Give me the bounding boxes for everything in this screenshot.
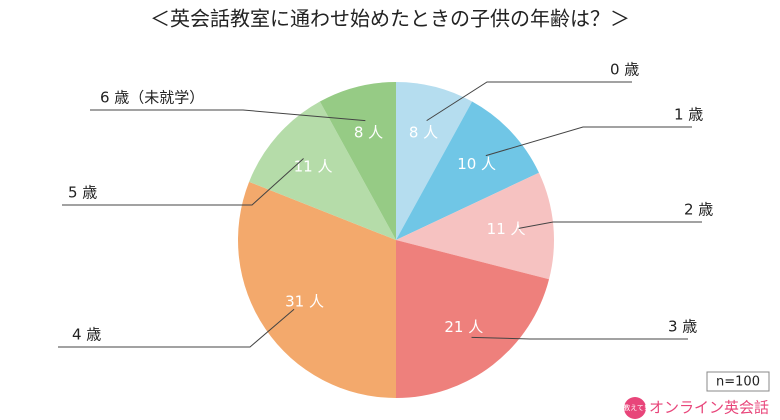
value-label: 11 人 — [487, 220, 526, 238]
value-label: 8 人 — [409, 123, 438, 141]
leader-line — [426, 81, 632, 122]
value-label: 21 人 — [444, 318, 483, 336]
category-label: 4 歳 — [72, 326, 101, 344]
leader-line — [471, 336, 688, 340]
pie-slice — [396, 101, 539, 240]
leader-line — [90, 109, 366, 122]
value-label: 10 人 — [457, 155, 496, 173]
logo-badge-bg — [624, 397, 646, 419]
pie-slice — [249, 101, 396, 240]
value-label: 8 人 — [354, 123, 383, 141]
value-label: 31 人 — [285, 293, 324, 311]
pie-slice — [238, 181, 396, 398]
value-label: 11 人 — [294, 157, 333, 175]
leader-line — [485, 126, 692, 157]
logo-badge: 教えて! — [623, 403, 646, 412]
logo-text: オンライン英会話 — [649, 399, 769, 417]
leader-line — [62, 158, 304, 206]
pie-slice — [396, 240, 550, 398]
annotation: n=100 — [716, 375, 760, 390]
pie-slice — [319, 82, 396, 240]
category-label: 2 歳 — [684, 201, 713, 219]
leader-line — [518, 221, 702, 229]
category-label: 5 歳 — [68, 184, 97, 202]
category-label: 3 歳 — [668, 318, 697, 336]
pie-slice — [396, 82, 473, 240]
annotation-box — [706, 371, 770, 392]
category-label: 0 歳 — [610, 61, 639, 79]
pie-slice — [396, 172, 554, 280]
category-label: 6 歳（未就学） — [100, 89, 204, 107]
chart-title: ＜英会話教室に通わせ始めたときの子供の年齢は？＞ — [150, 7, 630, 31]
leader-line — [58, 308, 295, 348]
category-label: 1 歳 — [674, 106, 703, 124]
